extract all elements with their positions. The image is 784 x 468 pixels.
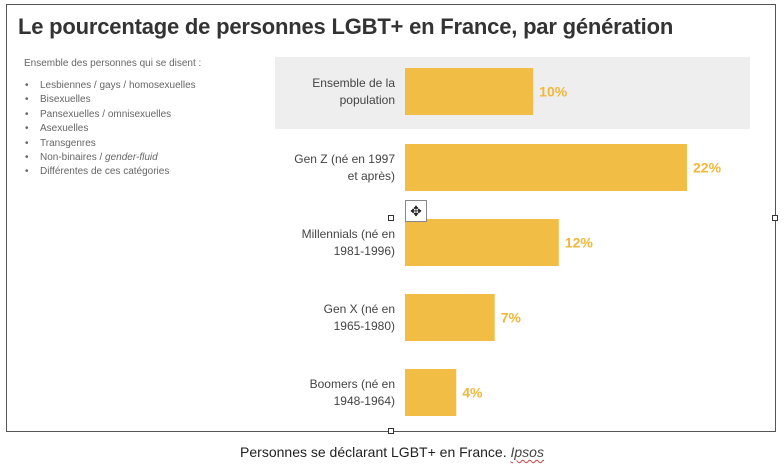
value-label-1: 22% (693, 160, 722, 176)
value-label-4: 4% (462, 385, 483, 401)
value-label-2: 12% (565, 235, 594, 251)
bar-0 (405, 68, 534, 115)
value-label-3: 7% (501, 310, 522, 326)
resize-handle-right[interactable] (772, 215, 778, 221)
figure-caption: Personnes se déclarant LGBT+ en France. … (0, 444, 784, 460)
category-label-2: Millennials (né en 1981-1996) (302, 227, 395, 258)
legend-item: Différentes de ces catégories (24, 165, 196, 180)
legend-item: Pansexuelles / omnisexuelles (24, 108, 196, 123)
legend-intro: Ensemble des personnes qui se disent : (24, 58, 202, 69)
category-label-4: Boomers (né en 1948-1964) (310, 377, 395, 408)
resize-handle-left[interactable] (388, 215, 394, 221)
category-label-1: Gen Z (né en 1997 et après) (294, 152, 395, 183)
legend-item-nonbinary: Non-binaires / gender-fluid (24, 151, 196, 166)
legend-item: Asexuelles (24, 122, 196, 137)
legend-item: Lesbiennes / gays / homosexuelles (24, 79, 196, 94)
bar-chart: 10% Ensemble de la population 22% Gen Z (né … (294, 68, 722, 416)
legend-item: Bisexuelles (24, 93, 196, 108)
bar-3 (405, 294, 495, 341)
caption-source[interactable]: Ipsos (510, 444, 544, 460)
bar-1 (405, 144, 687, 191)
resize-handle-bottom[interactable] (388, 428, 394, 434)
value-label-0: 10% (539, 84, 568, 100)
chart-title: Le pourcentage de personnes LGBT+ en Fra… (18, 14, 674, 39)
category-label-0: Ensemble de la population (312, 76, 395, 107)
caption-text: Personnes se déclarant LGBT+ en France. (240, 444, 511, 460)
legend-item-gender-fluid: gender-fluid (105, 152, 158, 164)
legend-item: Transgenres (24, 137, 196, 152)
bar-2 (405, 219, 559, 266)
legend-list: Lesbiennes / gays / homosexuelles Bisexu… (24, 79, 196, 180)
category-label-3: Gen X (né en 1965-1980) (324, 302, 395, 333)
four-way-arrow-icon[interactable]: ✥ (405, 200, 427, 222)
legend-item-nonbinary-text: Non-binaires / (40, 152, 106, 164)
bar-4 (405, 369, 457, 416)
